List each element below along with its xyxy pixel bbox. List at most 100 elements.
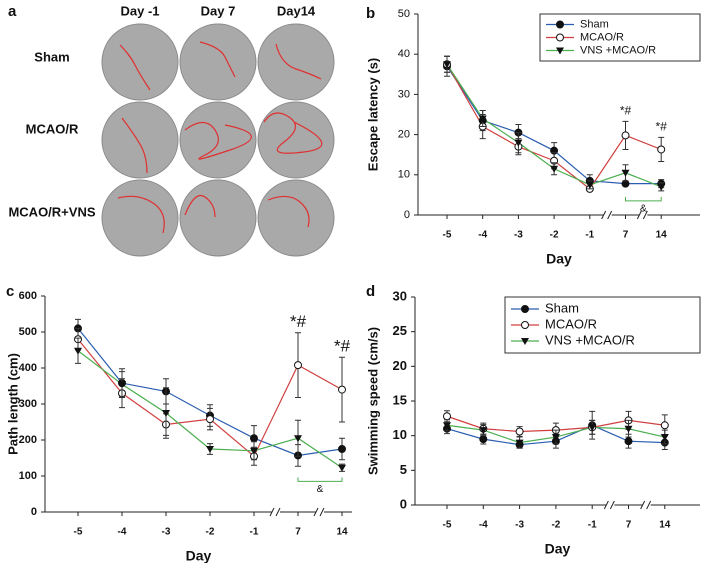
marker [118, 381, 126, 389]
significance-mark: *# [620, 104, 632, 118]
marker [162, 410, 170, 417]
marker [624, 425, 633, 433]
legend-marker [556, 20, 564, 29]
legend-label: MCAO/R [580, 31, 624, 43]
marker [479, 435, 488, 444]
x-tick-label: -2 [551, 520, 560, 531]
x-tick-label: -1 [250, 527, 259, 538]
marker [621, 169, 630, 177]
axis-break-gap [272, 509, 280, 515]
axis-break [636, 210, 648, 220]
axis-break-gap [606, 502, 615, 508]
legend-label: Sham [580, 18, 609, 30]
x-axis-title: Day [546, 251, 572, 267]
y-tick-label: 5 [400, 462, 407, 477]
marker [206, 446, 214, 453]
legend-label: VNS +MCAO/R [545, 332, 635, 347]
marker [478, 115, 487, 123]
panel-label: b [366, 5, 375, 22]
marker [443, 61, 451, 69]
y-tick-label: 30 [393, 288, 407, 303]
legend-marker [556, 33, 564, 42]
y-tick-label: 600 [19, 290, 37, 302]
y-tick-label: 0 [404, 209, 410, 221]
axis-break-gap [642, 502, 651, 508]
marker [294, 361, 302, 370]
x-tick-label: -5 [443, 520, 452, 531]
series-line [77, 328, 343, 457]
legend-marker [521, 321, 529, 329]
bracket-label: & [640, 204, 647, 215]
marker [621, 131, 630, 140]
marker [660, 434, 669, 442]
y-axis-title: Swimming speed (cm/s) [365, 327, 380, 475]
marker [660, 421, 669, 430]
row-label: MCAO/R [26, 121, 79, 136]
chart-panel: b 0 10 20 30 40 50 -5 -4 -3 -2 -1 7 14 Day Escape laten… [365, 5, 701, 267]
axis-break-gap [316, 509, 324, 515]
marker [443, 422, 451, 430]
x-tick-label: -1 [585, 230, 594, 241]
significance-mark: *# [656, 120, 668, 134]
y-tick-label: 50 [398, 8, 410, 20]
swim-paths [117, 41, 323, 234]
x-tick-label: -4 [478, 230, 487, 241]
x-tick-label: -4 [479, 520, 488, 531]
marker [624, 437, 633, 446]
marker [294, 435, 302, 443]
y-tick-label: 10 [393, 427, 407, 442]
pool-images [101, 23, 335, 257]
y-tick-label: 300 [19, 398, 37, 410]
x-tick-label: 14 [336, 527, 348, 538]
x-tick-label: -2 [550, 230, 559, 241]
column-label: Day 7 [201, 3, 236, 18]
y-tick-label: 30 [398, 88, 410, 100]
bracket [297, 477, 343, 482]
x-tick-label: 7 [626, 520, 632, 531]
significance-mark: *# [290, 312, 307, 331]
axis-break [640, 500, 652, 510]
x-tick-label: 7 [295, 527, 301, 538]
x-tick-label: -3 [515, 520, 524, 531]
marker [338, 385, 346, 394]
marker [514, 139, 523, 147]
y-tick-label: 25 [393, 323, 407, 338]
marker [479, 427, 488, 435]
marker [338, 464, 346, 472]
y-tick-label: 10 [398, 169, 410, 181]
panel-label: c [6, 283, 14, 300]
axis-break [603, 500, 615, 510]
marker [74, 347, 82, 355]
y-tick-label: 0 [400, 496, 407, 511]
x-tick-label: -1 [588, 520, 597, 531]
marker [515, 439, 524, 447]
marker [206, 415, 214, 424]
x-tick-label: -5 [443, 230, 452, 241]
axis-break [313, 507, 325, 517]
y-tick-label: 100 [19, 470, 37, 482]
y-tick-label: 400 [19, 362, 37, 374]
marker [250, 447, 258, 455]
axis-break-gap [639, 212, 648, 218]
marker [550, 165, 559, 173]
row-label: Sham [34, 49, 69, 64]
legend-marker [556, 47, 564, 55]
significance-mark: *# [334, 337, 351, 356]
marker [443, 412, 451, 421]
marker [657, 145, 666, 154]
column-label: Day14 [277, 3, 316, 18]
x-tick-label: -2 [206, 527, 215, 538]
legend-label: Sham [545, 300, 579, 315]
x-tick-label: 7 [623, 230, 629, 241]
chart-panel: d 0 5 10 15 20 25 30 -5 -4 -3 -2 -1 7 14 Day Swimming sp… [365, 283, 701, 557]
marker [551, 434, 560, 442]
legend-marker [521, 338, 529, 345]
x-tick-label: -3 [514, 230, 523, 241]
marker [588, 424, 597, 432]
x-axis-title: Day [545, 541, 571, 557]
axis-break-gap [603, 212, 612, 218]
y-tick-label: 0 [31, 506, 37, 518]
y-tick-label: 20 [393, 358, 407, 373]
legend-marker [521, 305, 529, 313]
